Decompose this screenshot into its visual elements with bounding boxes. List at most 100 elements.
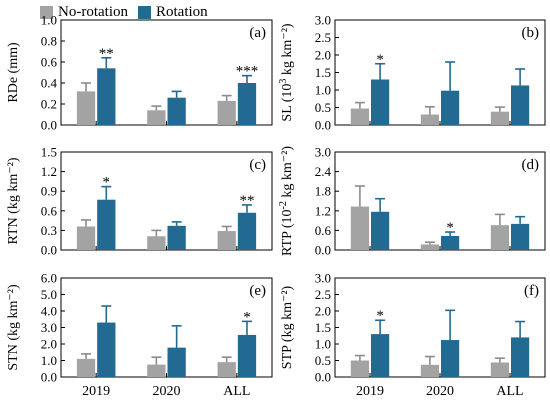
bar-no-rotation-ALL [217, 231, 236, 250]
bar-rotation-2019 [371, 211, 390, 250]
panel-label: (a) [249, 25, 266, 41]
x-tick-label: 2020 [426, 384, 454, 399]
bar-no-rotation-2020 [420, 364, 439, 377]
bar-no-rotation-2019 [350, 108, 369, 125]
y-tick-label: 2.0 [315, 48, 331, 63]
bar-rotation-ALL [237, 83, 257, 125]
y-tick-label: 4.0 [41, 304, 57, 319]
legend-item-rotation: Rotation [137, 3, 208, 21]
x-tick-label: ALL [496, 384, 523, 399]
bar-rotation-2020 [441, 90, 460, 125]
y-tick-label: 1.0 [41, 13, 57, 28]
legend: No-rotation Rotation [40, 2, 218, 22]
bar-rotation-2019 [371, 334, 390, 377]
no-rotation-swatch [40, 5, 53, 19]
y-tick-label: 0.0 [315, 370, 331, 385]
y-tick-label: 5.0 [41, 287, 57, 302]
bar-no-rotation-2019 [76, 91, 96, 125]
bar-no-rotation-2019 [350, 206, 369, 250]
y-tick-label: 2.0 [315, 304, 331, 319]
y-axis-label: RTN (kg km⁻²) [6, 157, 21, 244]
panel-label: (b) [522, 25, 540, 41]
x-tick-label: 2019 [82, 384, 110, 399]
bar-rotation-ALL [511, 337, 530, 377]
y-tick-label: 0.0 [315, 118, 331, 133]
y-axis-label: SL (103 kg km⁻²) [278, 23, 296, 121]
y-tick-label: 0.0 [41, 370, 57, 385]
y-tick-label: 0.0 [41, 118, 57, 133]
panel-label: (d) [522, 157, 540, 173]
significance-marker: * [243, 309, 251, 325]
bar-rotation-ALL [511, 85, 530, 125]
y-tick-label: 0.0 [41, 243, 57, 258]
y-tick-label: 1.5 [315, 65, 331, 80]
y-tick-label: 2.4 [315, 164, 332, 179]
panel-d: 0.0 0.6 1.2 1.8 2.4 3.0 * (d) RTP (10-2 kg km⁻²) [278, 145, 546, 258]
significance-marker: * [376, 52, 384, 68]
bar-rotation-ALL [511, 223, 530, 250]
rotation-swatch [137, 5, 151, 19]
y-axis-label: RDe (mm) [6, 42, 21, 103]
significance-marker: * [446, 220, 454, 236]
bar-rotation-2020 [167, 347, 186, 377]
y-axis-label: RTP (10-2 kg km⁻²) [278, 146, 296, 256]
significance-marker: *** [236, 64, 259, 80]
panel-c: 0.00.30.60.91.21.5***(c)RTN (kg km⁻²) [6, 145, 273, 258]
bar-rotation-2019 [371, 79, 390, 125]
bar-rotation-2020 [441, 235, 460, 250]
y-tick-label: 0.2 [41, 97, 57, 112]
bar-no-rotation-2019 [76, 358, 96, 377]
y-tick-label: 2.5 [315, 287, 331, 302]
bar-no-rotation-2020 [147, 110, 166, 125]
y-tick-label: 0.8 [41, 34, 57, 49]
y-tick-label: 1.0 [315, 337, 331, 352]
bar-no-rotation-2020 [147, 236, 166, 250]
bar-rotation-2019 [97, 199, 116, 250]
y-tick-label: 1.8 [315, 184, 331, 199]
y-axis-label: STN (kg km⁻²) [6, 284, 21, 371]
panel-f: 0.0 0.51.0 1.52.0 2.53.0 * 2019 2020 ALL (f) STP … [280, 271, 546, 399]
y-axis-label: STP (kg km⁻²) [280, 285, 295, 369]
y-tick-label: 0.6 [315, 223, 332, 238]
y-tick-label: 0.6 [41, 55, 58, 70]
panel-label: (e) [249, 283, 266, 299]
significance-marker: * [376, 308, 384, 324]
bar-no-rotation-ALL [490, 362, 509, 377]
y-tick-label: 0.6 [41, 203, 58, 218]
legend-item-no-rotation: No-rotation [40, 4, 128, 21]
y-tick-label: 1.2 [41, 164, 57, 179]
bar-no-rotation-ALL [490, 111, 509, 125]
y-tick-label: 6.0 [41, 271, 57, 286]
y-tick-label: 0.5 [315, 100, 331, 115]
bar-no-rotation-ALL [217, 100, 236, 125]
y-tick-label: 1.5 [315, 320, 331, 335]
x-tick-label: 2019 [356, 384, 384, 399]
y-tick-label: 0.4 [41, 76, 58, 91]
bar-no-rotation-2020 [147, 364, 166, 377]
panel-label: (c) [249, 157, 266, 173]
legend-label-no-rotation: No-rotation [58, 3, 128, 20]
y-tick-label: 3.0 [315, 13, 331, 28]
bar-no-rotation-2020 [420, 244, 439, 250]
y-tick-label: 0.0 [315, 243, 331, 258]
panel-a: 0.00.20.40.60.81.0*****(a)RDe (mm) [6, 13, 273, 133]
y-tick-label: 3.0 [41, 320, 57, 335]
bar-rotation-ALL [237, 334, 257, 377]
panel-label: (f) [524, 283, 539, 299]
bar-no-rotation-2020 [420, 114, 439, 125]
x-tick-label: ALL [223, 384, 250, 399]
bar-rotation-2019 [97, 322, 116, 377]
bar-rotation-2020 [167, 225, 186, 250]
bar-no-rotation-ALL [217, 362, 236, 377]
y-tick-label: 2.5 [315, 30, 331, 45]
y-tick-label: 1.0 [315, 83, 331, 98]
bar-no-rotation-ALL [490, 225, 509, 250]
y-tick-label: 0.3 [41, 223, 57, 238]
x-tick-label: 2020 [153, 384, 181, 399]
y-tick-label: 3.0 [315, 145, 331, 160]
y-tick-label: 3.0 [315, 271, 331, 286]
bar-no-rotation-2019 [350, 360, 369, 377]
panel-b: 0.0 0.5 1.0 1.5 2.0 2.5 3.0 * (b) SL (103 kg km⁻²… [278, 13, 546, 133]
legend-label-rotation: Rotation [155, 3, 208, 20]
significance-marker: ** [239, 193, 254, 209]
